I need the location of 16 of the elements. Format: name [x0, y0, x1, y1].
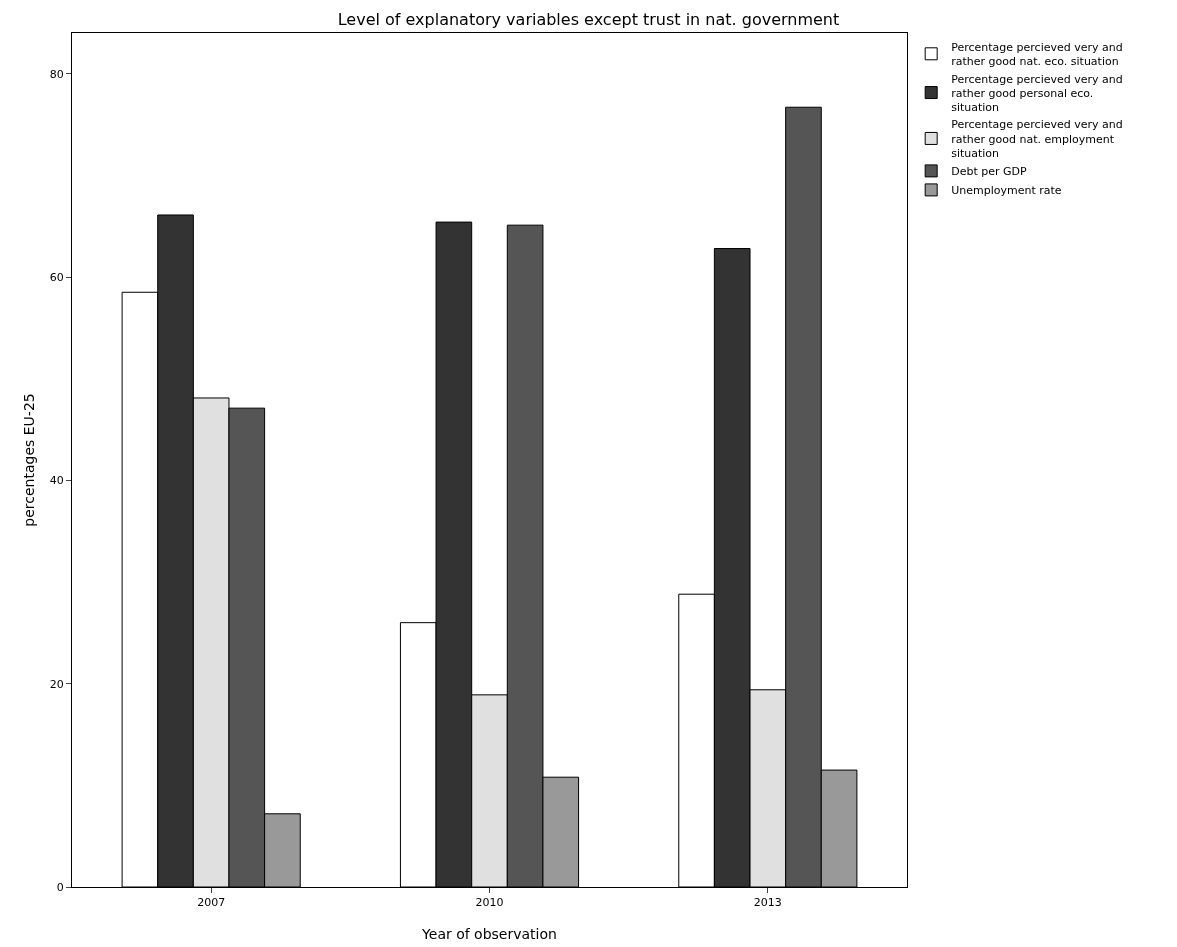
legend-label: Percentage percieved very and rather good nat. employment situation [951, 118, 1123, 161]
y-tick-label: 60 [49, 270, 64, 284]
legend-label: Percentage percieved very and rather good nat. eco. situation [951, 40, 1123, 69]
x-tick-label: 2010 [475, 896, 504, 910]
chart-title: Level of explanatory variables except trust in nat. government [337, 10, 840, 30]
y-axis-title: percentages EU-25 [21, 393, 37, 527]
y-tick-label: 20 [49, 677, 64, 691]
x-tick-label: 2007 [197, 896, 226, 910]
legend-label: Percentage percieved very and rather good personal eco. situation [951, 72, 1123, 115]
y-tick-label: 80 [49, 67, 64, 81]
y-tick-label: 0 [56, 880, 64, 894]
y-tick-label: 40 [49, 474, 64, 488]
x-axis-title: Year of observation [421, 926, 557, 942]
x-tick-label: 2013 [753, 896, 782, 910]
legend-label: Unemployment rate [951, 184, 1062, 198]
legend-label: Debt per GDP [951, 165, 1027, 179]
